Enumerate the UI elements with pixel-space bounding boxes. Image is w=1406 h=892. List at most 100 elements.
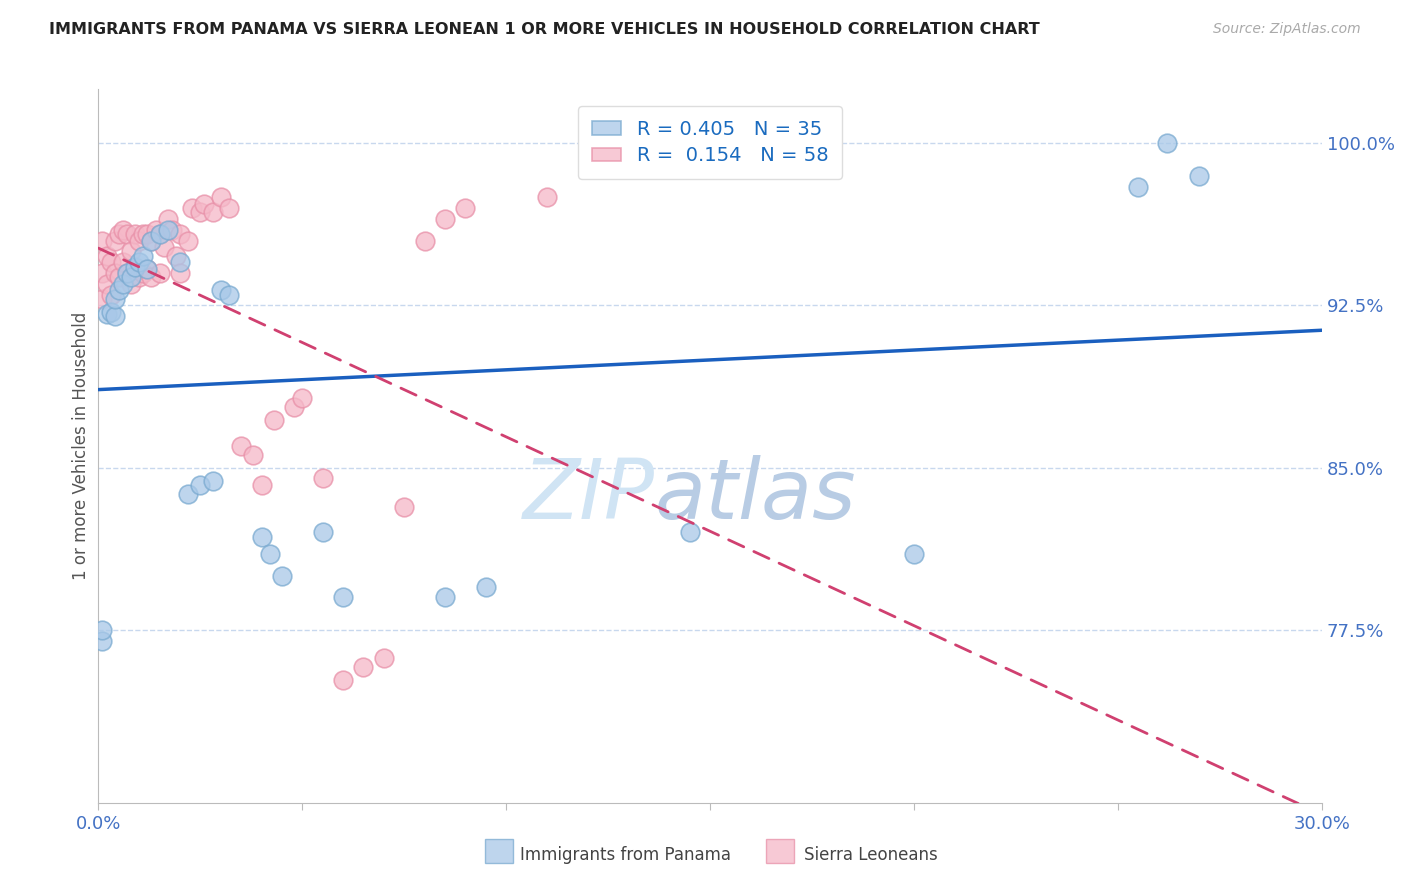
Point: [108, 227, 131, 241]
Point: [209, 283, 232, 297]
Text: ZIP: ZIP: [523, 456, 655, 536]
Text: Source: ZipAtlas.com: Source: ZipAtlas.com: [1213, 22, 1361, 37]
Point: [128, 234, 150, 248]
Text: Immigrants from Panama: Immigrants from Panama: [520, 846, 731, 863]
Point: [903, 547, 925, 561]
Point: [120, 270, 142, 285]
Point: [100, 287, 122, 301]
Point: [111, 255, 134, 269]
Point: [270, 568, 294, 582]
Point: [141, 234, 163, 248]
Point: [149, 227, 172, 241]
Point: [124, 227, 146, 241]
Point: [132, 249, 155, 263]
Point: [392, 500, 416, 514]
Point: [132, 266, 155, 280]
Point: [136, 261, 159, 276]
Point: [124, 261, 146, 276]
Point: [1156, 136, 1178, 151]
Point: [454, 201, 477, 215]
Point: [96, 277, 118, 291]
Point: [152, 240, 174, 254]
Point: [115, 266, 138, 280]
Point: [250, 478, 273, 492]
Point: [1128, 179, 1150, 194]
Point: [352, 659, 374, 673]
Point: [312, 471, 335, 485]
Point: [209, 190, 232, 204]
Point: [169, 266, 191, 280]
Point: [91, 292, 114, 306]
Point: [332, 591, 354, 605]
Point: [218, 287, 240, 301]
Point: [291, 392, 314, 406]
Point: [188, 478, 212, 492]
Point: [111, 277, 134, 291]
Point: [250, 530, 273, 544]
Point: [91, 234, 114, 248]
Point: [141, 270, 163, 285]
Point: [160, 223, 183, 237]
Point: [91, 623, 114, 637]
Point: [259, 547, 281, 561]
Text: IMMIGRANTS FROM PANAMA VS SIERRA LEONEAN 1 OR MORE VEHICLES IN HOUSEHOLD CORRELA: IMMIGRANTS FROM PANAMA VS SIERRA LEONEAN…: [49, 22, 1040, 37]
Point: [169, 255, 191, 269]
Y-axis label: 1 or more Vehicles in Household: 1 or more Vehicles in Household: [72, 312, 90, 580]
Point: [115, 266, 138, 280]
Point: [111, 223, 134, 237]
Point: [413, 234, 436, 248]
Point: [536, 190, 558, 204]
Point: [263, 413, 285, 427]
Point: [132, 227, 155, 241]
Point: [177, 486, 200, 500]
Point: [100, 255, 122, 269]
Point: [136, 227, 159, 241]
Point: [156, 223, 179, 237]
Point: [165, 249, 187, 263]
Point: [149, 266, 172, 280]
Point: [120, 244, 142, 259]
Point: [679, 525, 702, 540]
Legend: R = 0.405   N = 35, R =  0.154   N = 58: R = 0.405 N = 35, R = 0.154 N = 58: [578, 106, 842, 179]
Point: [104, 234, 127, 248]
Text: atlas: atlas: [655, 456, 856, 536]
Point: [104, 292, 127, 306]
Point: [231, 439, 253, 453]
Point: [1188, 169, 1211, 183]
Point: [108, 283, 131, 297]
Point: [201, 205, 224, 219]
Point: [120, 277, 142, 291]
Point: [332, 673, 354, 687]
Point: [373, 651, 395, 665]
Point: [100, 305, 122, 319]
Point: [115, 227, 138, 241]
Point: [108, 270, 131, 285]
Point: [169, 227, 191, 241]
Point: [104, 266, 127, 280]
Point: [96, 249, 118, 263]
Point: [124, 260, 146, 274]
Point: [141, 234, 163, 248]
Point: [104, 310, 127, 324]
Point: [145, 223, 167, 237]
Point: [201, 474, 224, 488]
Point: [156, 211, 179, 226]
Point: [312, 525, 335, 540]
Point: [91, 633, 114, 648]
Point: [474, 580, 498, 594]
Point: [242, 448, 264, 462]
Point: [283, 400, 305, 414]
Text: Sierra Leoneans: Sierra Leoneans: [804, 846, 938, 863]
Point: [177, 234, 200, 248]
Point: [181, 201, 204, 215]
Point: [218, 201, 240, 215]
Point: [193, 196, 215, 211]
Point: [128, 270, 150, 285]
Point: [434, 591, 457, 605]
Point: [136, 261, 159, 276]
Point: [128, 255, 150, 269]
Point: [188, 205, 212, 219]
Point: [96, 307, 118, 321]
Point: [149, 227, 172, 241]
Point: [91, 266, 114, 280]
